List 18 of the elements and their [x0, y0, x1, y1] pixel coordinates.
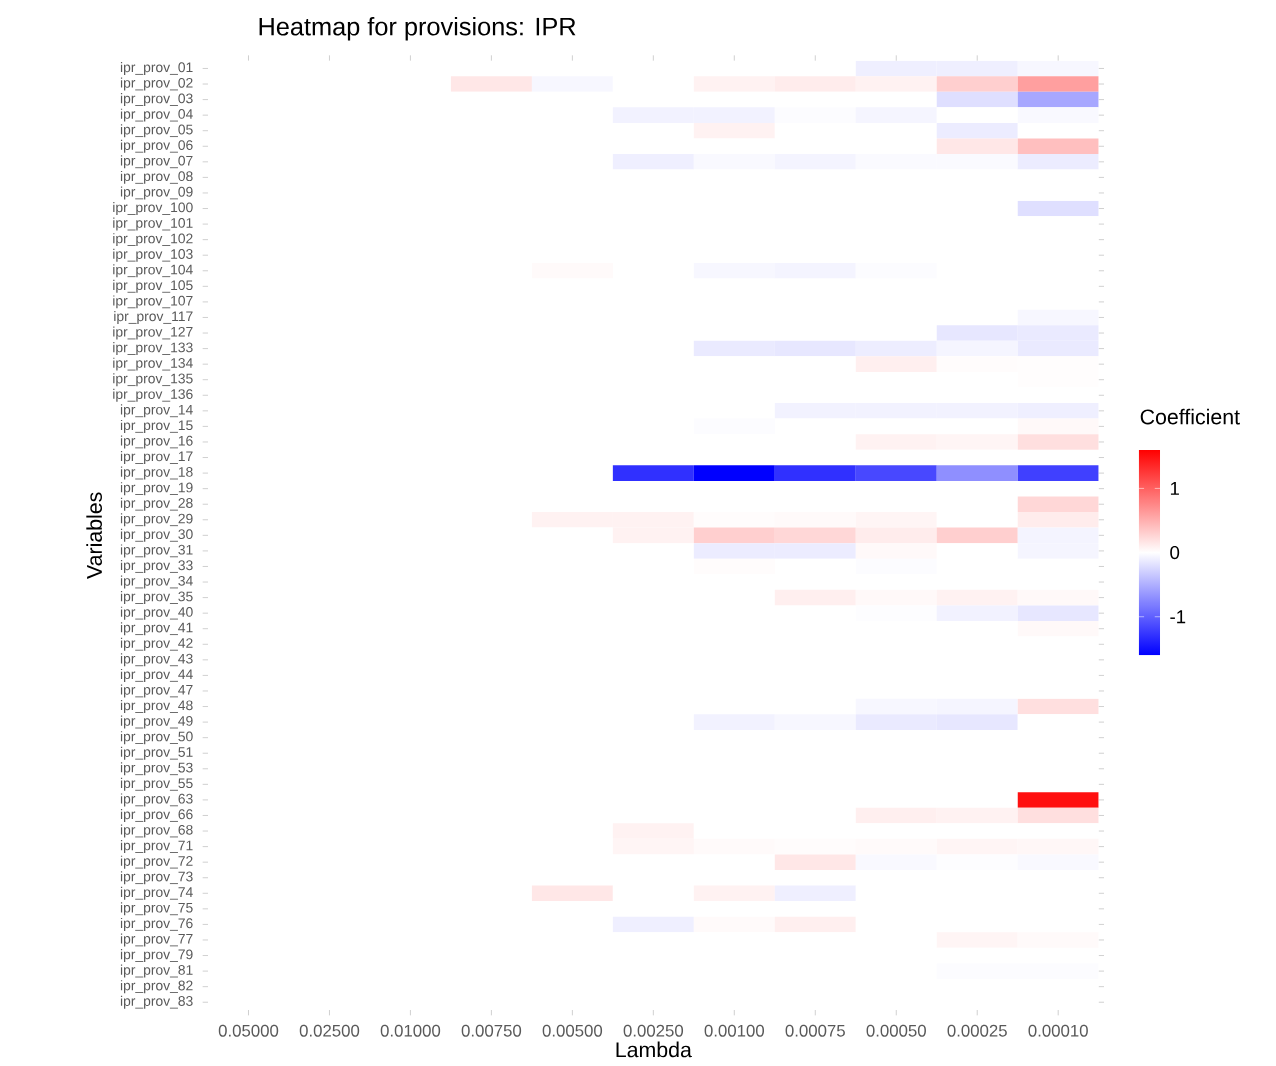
x-tick-label: 0.01000 — [380, 1024, 441, 1037]
color-bar-label: 0 — [1170, 545, 1180, 560]
x-tick-label: 0.00750 — [461, 1024, 522, 1037]
x-tick-label: 0.05000 — [218, 1024, 279, 1037]
x-tick-label: 0.00025 — [947, 1024, 1007, 1037]
y-axis-title: Variables — [86, 492, 102, 579]
x-tick-label: 0.00100 — [704, 1024, 765, 1037]
color-bar-label: 1 — [1170, 481, 1179, 495]
x-tick-label: 0.00050 — [866, 1024, 926, 1037]
x-tick-label: 0.00500 — [542, 1024, 603, 1037]
color-bar-label: -1 — [1170, 610, 1186, 624]
chart-title: Heatmap for provisions: IPR — [259, 16, 576, 41]
x-axis-title: Lambda — [616, 1041, 692, 1058]
color-bar-title: Coefficient — [1140, 408, 1240, 425]
x-tick-label: 0.00075 — [785, 1024, 845, 1037]
x-tick-label: 0.00250 — [623, 1024, 684, 1037]
x-tick-label: 0.00010 — [1028, 1024, 1088, 1037]
x-tick-label: 0.02500 — [299, 1024, 360, 1037]
